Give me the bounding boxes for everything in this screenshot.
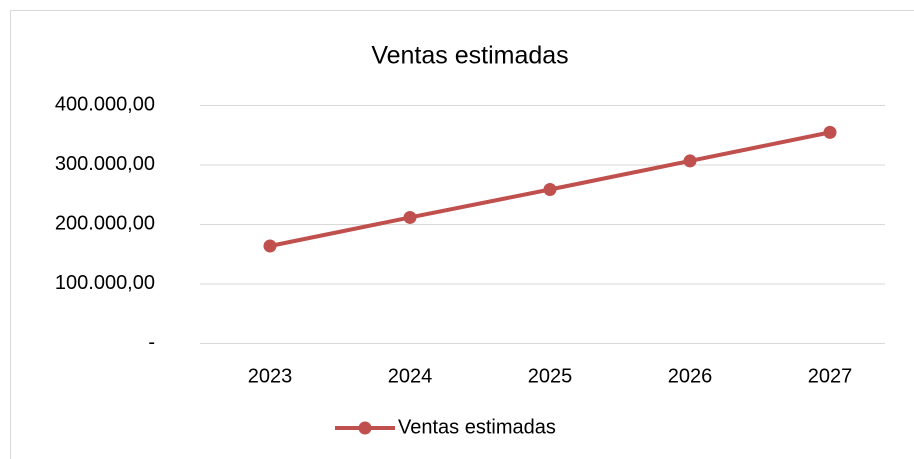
y-tick-label: 300.000,00 <box>55 153 155 175</box>
x-tick-label: 2023 <box>248 365 293 387</box>
chart-frame <box>10 10 914 459</box>
legend-marker <box>358 421 372 435</box>
point <box>543 182 557 196</box>
x-tick-label: 2025 <box>528 365 573 387</box>
point <box>683 154 697 168</box>
chart-title: Ventas estimadas <box>371 42 568 70</box>
legend-label: Ventas estimadas <box>398 416 556 438</box>
y-tick-label: - <box>148 331 155 353</box>
x-tick-label: 2024 <box>388 365 433 387</box>
x-tick-label: 2026 <box>668 365 713 387</box>
x-tick-label: 2027 <box>808 365 853 387</box>
y-tick-label: 100.000,00 <box>55 272 155 294</box>
point <box>403 210 417 224</box>
point <box>263 239 277 253</box>
y-tick-label: 400.000,00 <box>55 93 155 115</box>
point <box>823 125 837 139</box>
y-tick-label: 200.000,00 <box>55 212 155 234</box>
